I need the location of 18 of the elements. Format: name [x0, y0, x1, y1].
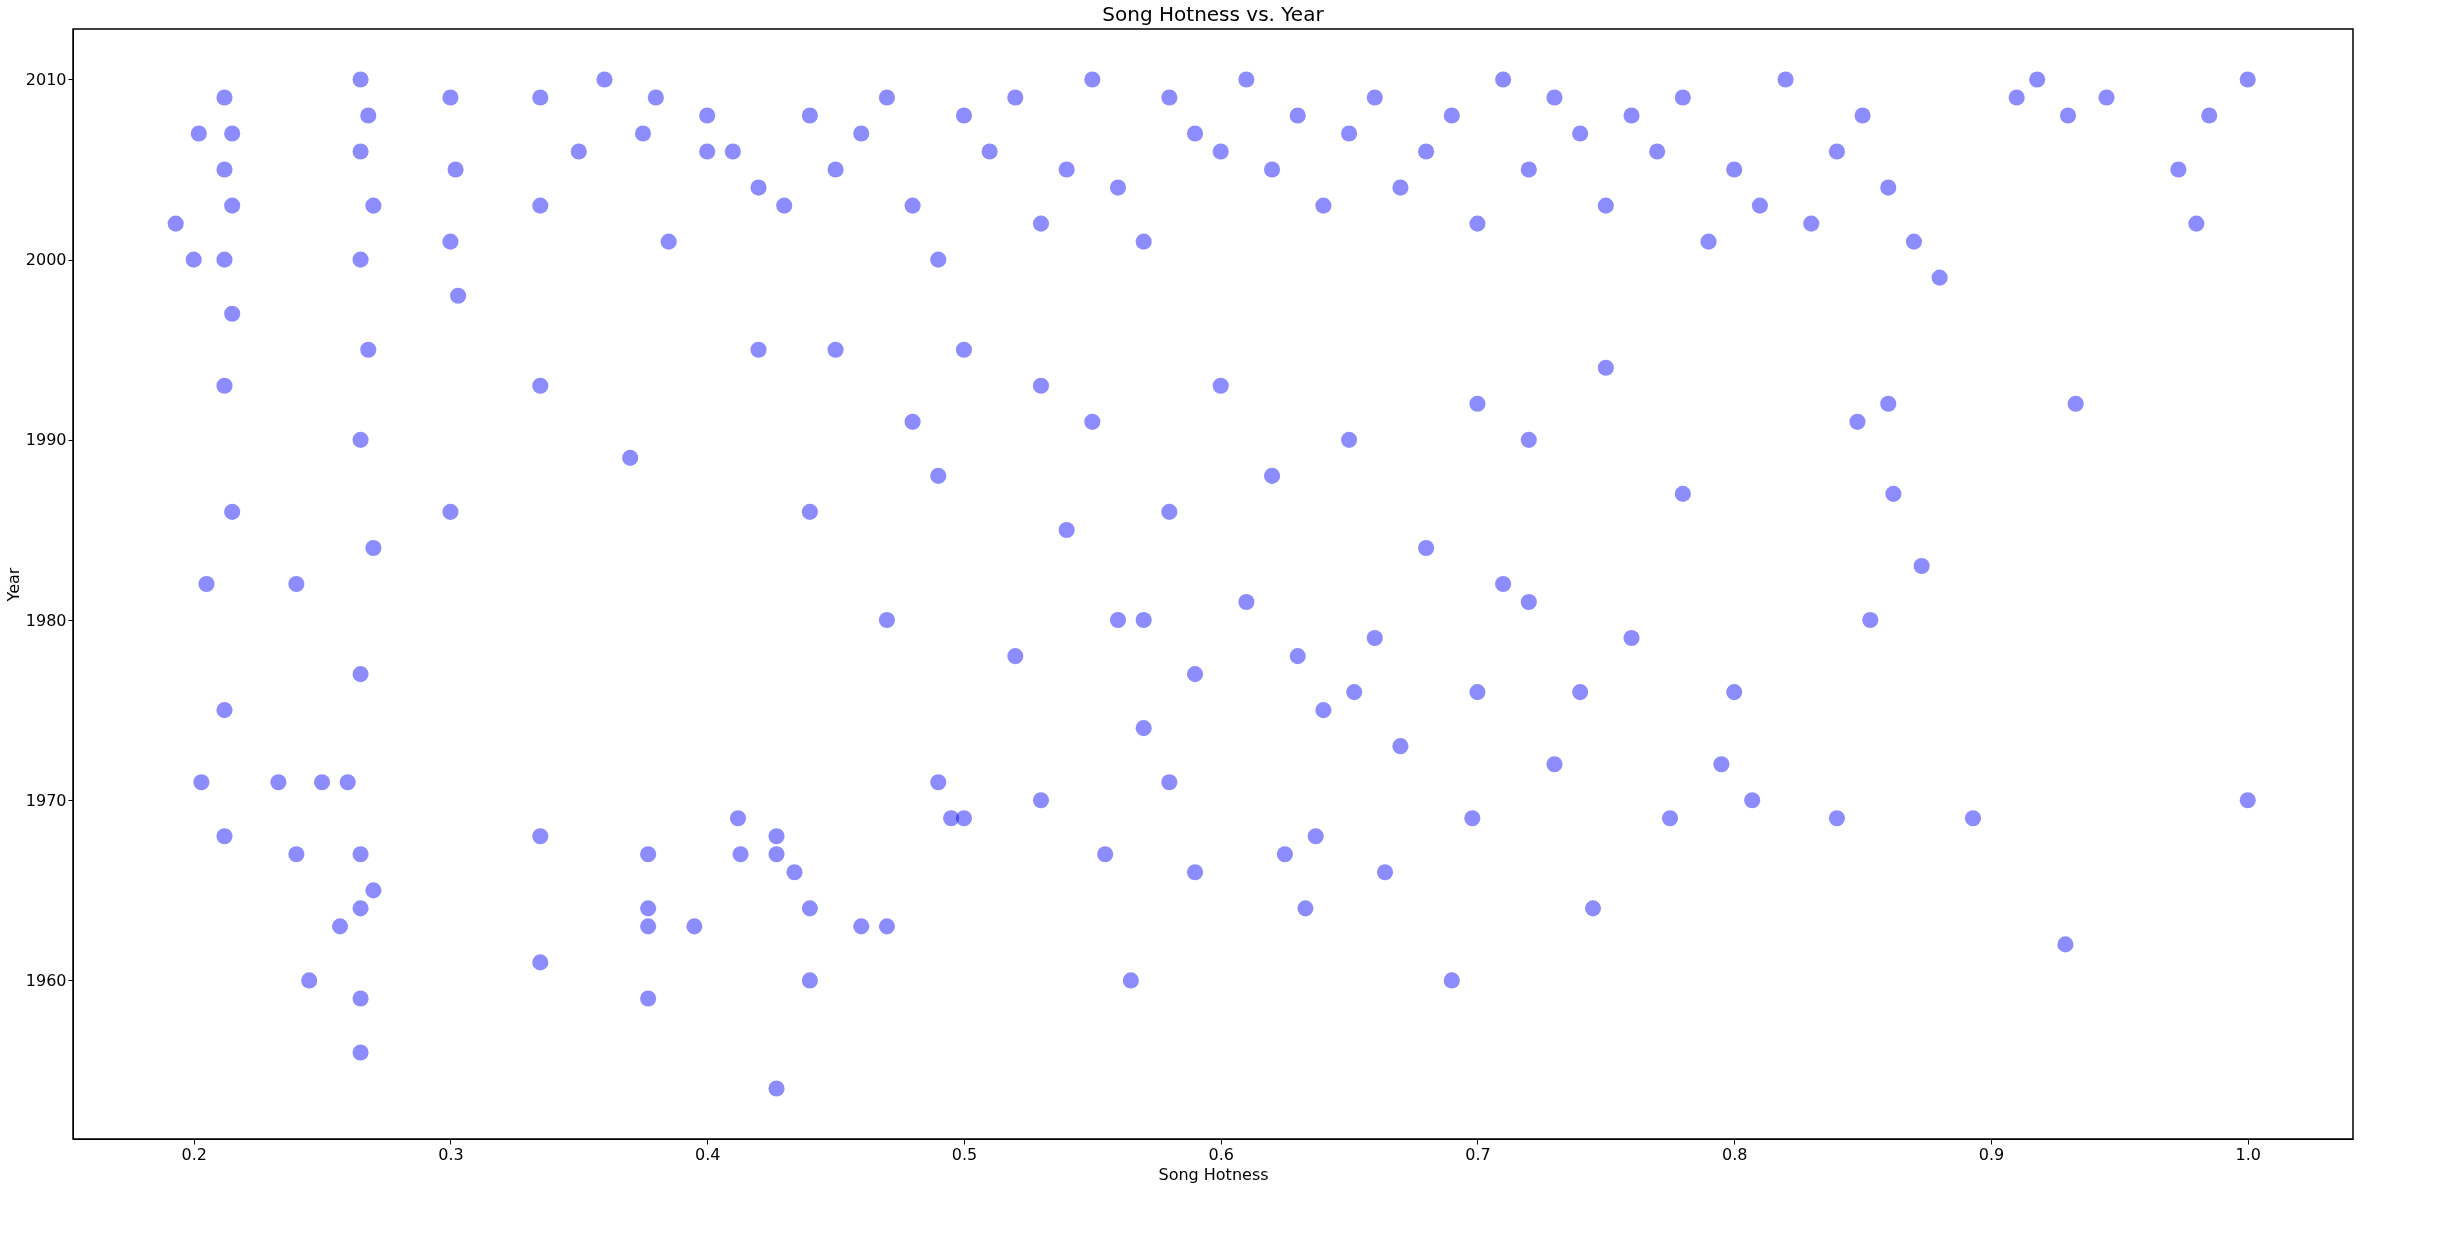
x-tick-label: 0.8 [1721, 1144, 1748, 1164]
y-tick-label: 1960 [25, 970, 67, 990]
y-axis-title: Year [3, 567, 23, 603]
x-tick-label: 0.2 [181, 1144, 207, 1164]
y-tick-label: 1980 [25, 610, 67, 630]
y-tick-label: 1990 [25, 430, 67, 450]
y-tick-label: 2000 [25, 250, 67, 270]
x-tick-label: 1.0 [2235, 1144, 2261, 1164]
y-tick-label: 2010 [25, 69, 67, 89]
x-tick-label: 0.5 [951, 1144, 978, 1164]
x-tick-label: 0.7 [1465, 1144, 1491, 1164]
chart-title: Song Hotness vs. Year [1102, 2, 1325, 26]
x-tick-label: 0.3 [438, 1144, 464, 1164]
x-axis-title: Song Hotness [1158, 1164, 1269, 1184]
x-tick-label: 0.4 [694, 1144, 721, 1164]
x-tick-label: 0.9 [1978, 1144, 2005, 1164]
x-tick-label: 0.6 [1208, 1144, 1234, 1164]
y-tick-label: 1970 [25, 790, 67, 810]
